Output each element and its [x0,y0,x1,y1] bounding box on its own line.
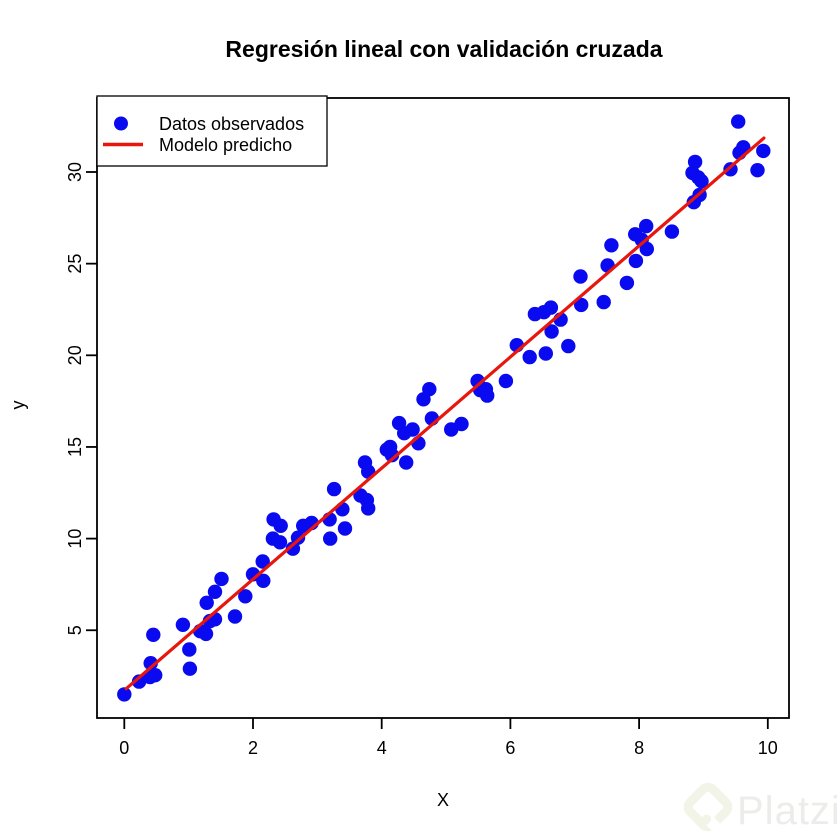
data-point [131,674,147,689]
regression-line [124,136,766,691]
data-point [207,584,223,599]
data-point [619,275,635,291]
data-point [750,163,765,178]
data-point [214,571,229,587]
data-point [238,589,253,604]
data-point [405,422,420,437]
data-point [256,573,271,588]
y-tick-label: 10 [65,529,85,549]
data-point [756,143,771,159]
y-tick-label: 25 [65,254,85,274]
x-tick-label: 6 [505,738,515,758]
x-tick-label: 4 [377,738,387,758]
data-point [731,114,746,129]
data-point [639,218,654,234]
data-point [207,612,223,627]
data-point [561,338,576,354]
data-point [175,617,191,632]
regression-line-group [124,136,766,691]
data-point [628,253,644,269]
scatter-points [117,114,771,702]
x-tick-label: 0 [119,738,129,758]
chart-title: Regresión lineal con validación cruzada [225,36,662,62]
data-point [694,174,709,189]
data-point [143,656,158,671]
y-tick-label: 15 [65,437,85,457]
data-point [574,297,589,313]
data-point [573,269,588,284]
y-axis: 5 10 15 20 25 30 [65,162,97,635]
data-point [596,294,611,310]
data-point [182,642,197,657]
data-point [227,609,243,624]
data-point [399,455,414,470]
data-point [335,502,350,517]
legend: Datos observados Modelo predicho [96,95,328,167]
data-point [337,521,353,536]
y-tick-label: 20 [65,345,85,365]
x-axis: 0 2 4 6 8 10 [119,718,778,758]
data-point [604,238,619,253]
data-point [272,535,288,550]
data-point [117,687,132,702]
watermark: Platzi [683,782,840,834]
platzi-diamond-icon [683,782,733,834]
data-point [326,481,342,497]
x-tick-label: 10 [758,738,778,758]
data-point [522,349,537,365]
data-point [323,531,338,546]
x-tick-label: 8 [634,738,644,758]
data-point [198,626,214,642]
x-axis-label: X [437,790,449,810]
data-point [664,224,680,239]
legend-box [96,95,328,167]
platzi-wordmark: Platzi [737,789,840,833]
legend-label-model: Modelo predicho [159,135,292,155]
legend-label-observed: Datos observados [159,114,304,134]
data-point [255,554,270,569]
data-point [639,241,654,257]
platzi-logo-stub [699,814,712,827]
data-point [199,595,214,610]
data-point [454,416,469,432]
data-point [273,518,288,533]
y-tick-label: 5 [65,625,85,635]
data-point [361,501,376,516]
data-point [148,668,163,683]
x-tick-label: 2 [248,738,258,758]
data-point [538,346,553,361]
data-point [182,661,198,676]
data-point [498,373,514,389]
data-point [543,300,559,315]
y-tick-label: 30 [65,162,85,182]
data-point [422,382,437,397]
legend-point-swatch [114,116,128,131]
data-point [146,627,161,642]
plot-box [96,97,790,719]
data-point [480,388,495,403]
data-point [290,530,306,545]
data-point [544,324,559,339]
data-point [687,154,703,170]
data-point [285,541,301,556]
y-axis-label: y [8,401,28,410]
data-point [384,448,400,463]
